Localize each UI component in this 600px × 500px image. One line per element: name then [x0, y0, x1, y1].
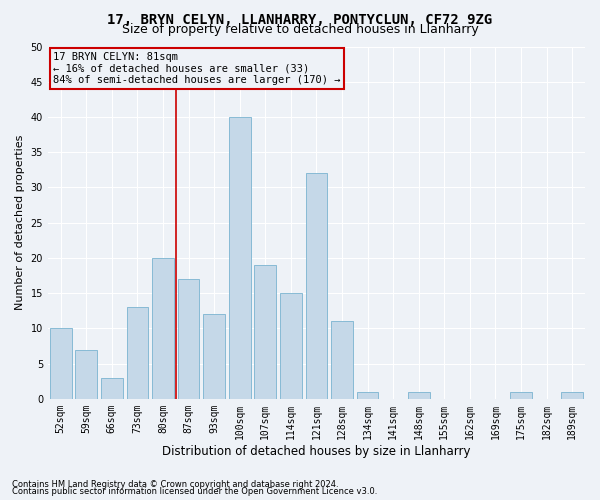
Bar: [254, 265, 276, 399]
Bar: [76, 350, 97, 399]
Bar: [510, 392, 532, 399]
Bar: [101, 378, 123, 399]
Bar: [229, 117, 251, 399]
Text: 17, BRYN CELYN, LLANHARRY, PONTYCLUN, CF72 9ZG: 17, BRYN CELYN, LLANHARRY, PONTYCLUN, CF…: [107, 12, 493, 26]
Bar: [331, 322, 353, 399]
Bar: [562, 392, 583, 399]
Bar: [408, 392, 430, 399]
Bar: [305, 174, 328, 399]
Y-axis label: Number of detached properties: Number of detached properties: [15, 135, 25, 310]
Text: Size of property relative to detached houses in Llanharry: Size of property relative to detached ho…: [122, 22, 478, 36]
Bar: [280, 293, 302, 399]
Bar: [152, 258, 174, 399]
Bar: [50, 328, 71, 399]
Text: Contains HM Land Registry data © Crown copyright and database right 2024.: Contains HM Land Registry data © Crown c…: [12, 480, 338, 489]
Text: Contains public sector information licensed under the Open Government Licence v3: Contains public sector information licen…: [12, 488, 377, 496]
Bar: [357, 392, 379, 399]
Bar: [178, 279, 199, 399]
X-axis label: Distribution of detached houses by size in Llanharry: Distribution of detached houses by size …: [162, 444, 471, 458]
Bar: [127, 307, 148, 399]
Bar: [203, 314, 225, 399]
Text: 17 BRYN CELYN: 81sqm
← 16% of detached houses are smaller (33)
84% of semi-detac: 17 BRYN CELYN: 81sqm ← 16% of detached h…: [53, 52, 341, 85]
